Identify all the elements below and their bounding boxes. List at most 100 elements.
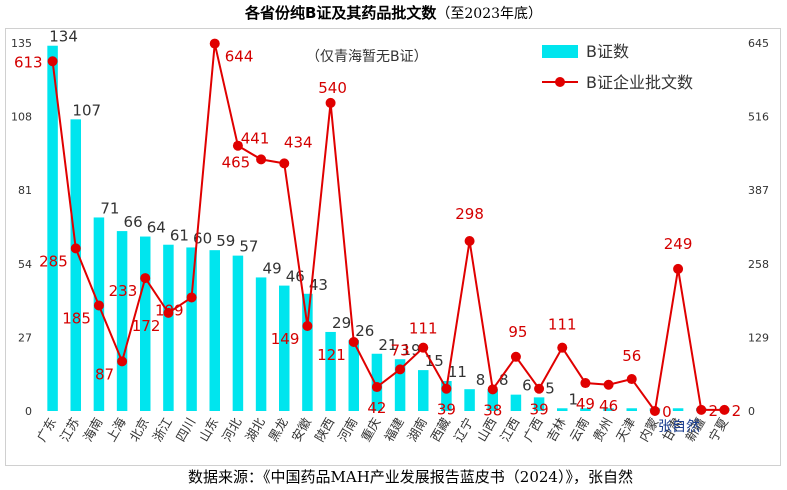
line-point [418, 342, 429, 353]
right-tick-label: 645 [748, 37, 769, 50]
line-value-label: 233 [109, 282, 138, 300]
line-point [302, 320, 313, 331]
line-value-label: 38 [483, 401, 502, 419]
line-value-label: 111 [409, 320, 438, 338]
bar [394, 359, 406, 411]
left-tick-label: 135 [11, 37, 32, 50]
line-point [580, 378, 591, 389]
line-point [209, 38, 220, 49]
line-point [163, 307, 174, 318]
bar [348, 340, 359, 411]
legend-line-marker [555, 77, 565, 87]
line-value-label: 298 [455, 205, 484, 223]
bar [325, 331, 336, 411]
category-label: 浙江 [150, 415, 175, 444]
bar-value-label: 8 [499, 371, 509, 389]
line-point [626, 374, 637, 385]
line-value-label: 39 [530, 401, 549, 419]
left-tick-label: 54 [18, 258, 32, 271]
line-value-label: 441 [241, 129, 270, 147]
line-value-label: 49 [576, 395, 595, 413]
category-label: 黑龙 [265, 415, 290, 444]
right-tick-label: 258 [748, 258, 769, 271]
bar [487, 389, 498, 411]
line-value-label: 540 [318, 79, 347, 97]
bar [580, 408, 591, 411]
right-tick-label: 387 [748, 184, 769, 197]
line-point [557, 342, 568, 353]
line-point [186, 292, 197, 303]
right-tick-label: 129 [748, 331, 769, 344]
line-point [70, 243, 81, 254]
category-labels: 广东江苏海南上海北京浙江四川山东河北湖北黑龙安徽陕西河南重庆福建湖南西藏辽宁山西… [34, 415, 732, 445]
line-point [487, 384, 498, 395]
category-label: 安徽 [289, 415, 315, 445]
category-label: 贵州 [590, 415, 615, 444]
line-value-label: 149 [271, 330, 300, 348]
legend-bar-label: B证数 [586, 42, 629, 61]
bar [464, 389, 475, 411]
line-value-label: 95 [508, 323, 527, 341]
line-point [47, 56, 58, 67]
bar-value-label: 57 [239, 238, 258, 256]
bar-series [47, 45, 730, 412]
line-point [232, 140, 243, 151]
category-label: 河南 [335, 415, 360, 444]
line-point [395, 364, 406, 375]
category-label: 四川 [173, 415, 198, 444]
line-point [348, 336, 359, 347]
category-label: 陕西 [312, 415, 337, 444]
bar [93, 217, 105, 411]
left-axis: 0 27 54 81 108 135 [11, 37, 32, 418]
legend: B证数 B证企业批文数 [542, 42, 693, 92]
category-label: 海南 [80, 415, 105, 444]
legend-bar-swatch [542, 45, 578, 58]
bar [603, 408, 614, 411]
bar [186, 247, 197, 411]
left-tick-label: 0 [25, 405, 32, 418]
line-value-label: 172 [132, 317, 161, 335]
bar [533, 397, 545, 411]
category-label: 广西 [520, 415, 545, 444]
line-point [279, 158, 290, 169]
line-value-label: 644 [225, 48, 254, 66]
category-label: 江西 [497, 415, 522, 444]
line-point [325, 97, 336, 108]
chart-frame: 0 27 54 81 108 135 0 129 258 387 516 645 134 107 71 6… [5, 28, 781, 466]
bar-value-label: 29 [332, 314, 351, 332]
left-tick-label: 81 [18, 184, 32, 197]
line-point [673, 263, 684, 274]
line-value-label: 73 [391, 341, 410, 359]
bar [441, 381, 452, 411]
line-value-label: 87 [95, 365, 114, 383]
bar-value-label: 1 [568, 390, 578, 408]
category-label: 湖南 [404, 415, 429, 444]
bar-value-label: 61 [170, 227, 189, 245]
bar-value-label: 134 [49, 29, 78, 46]
line-value-label: 465 [222, 154, 251, 172]
legend-line-label: B证企业批文数 [586, 73, 693, 92]
line-point [256, 154, 267, 165]
bar [672, 408, 684, 411]
line-value-label: 2 [708, 402, 718, 420]
bar [255, 277, 267, 411]
category-label: 西藏 [428, 415, 454, 445]
left-tick-label: 27 [18, 331, 32, 344]
bar [209, 250, 220, 411]
bar [418, 370, 429, 411]
category-label: 山西 [474, 415, 499, 444]
bar-value-label: 5 [545, 379, 555, 397]
category-label: 辽宁 [451, 415, 476, 444]
line-point [649, 406, 660, 416]
line-point [117, 356, 128, 367]
watermark-text: 张自然 [658, 418, 700, 435]
bar [116, 231, 128, 411]
bar-value-label: 21 [378, 336, 397, 354]
line-point [719, 404, 730, 415]
line-point [464, 235, 475, 246]
bar-value-label: 49 [263, 259, 282, 277]
bar-value-label: 64 [147, 219, 166, 237]
line-value-label: 42 [367, 399, 386, 417]
